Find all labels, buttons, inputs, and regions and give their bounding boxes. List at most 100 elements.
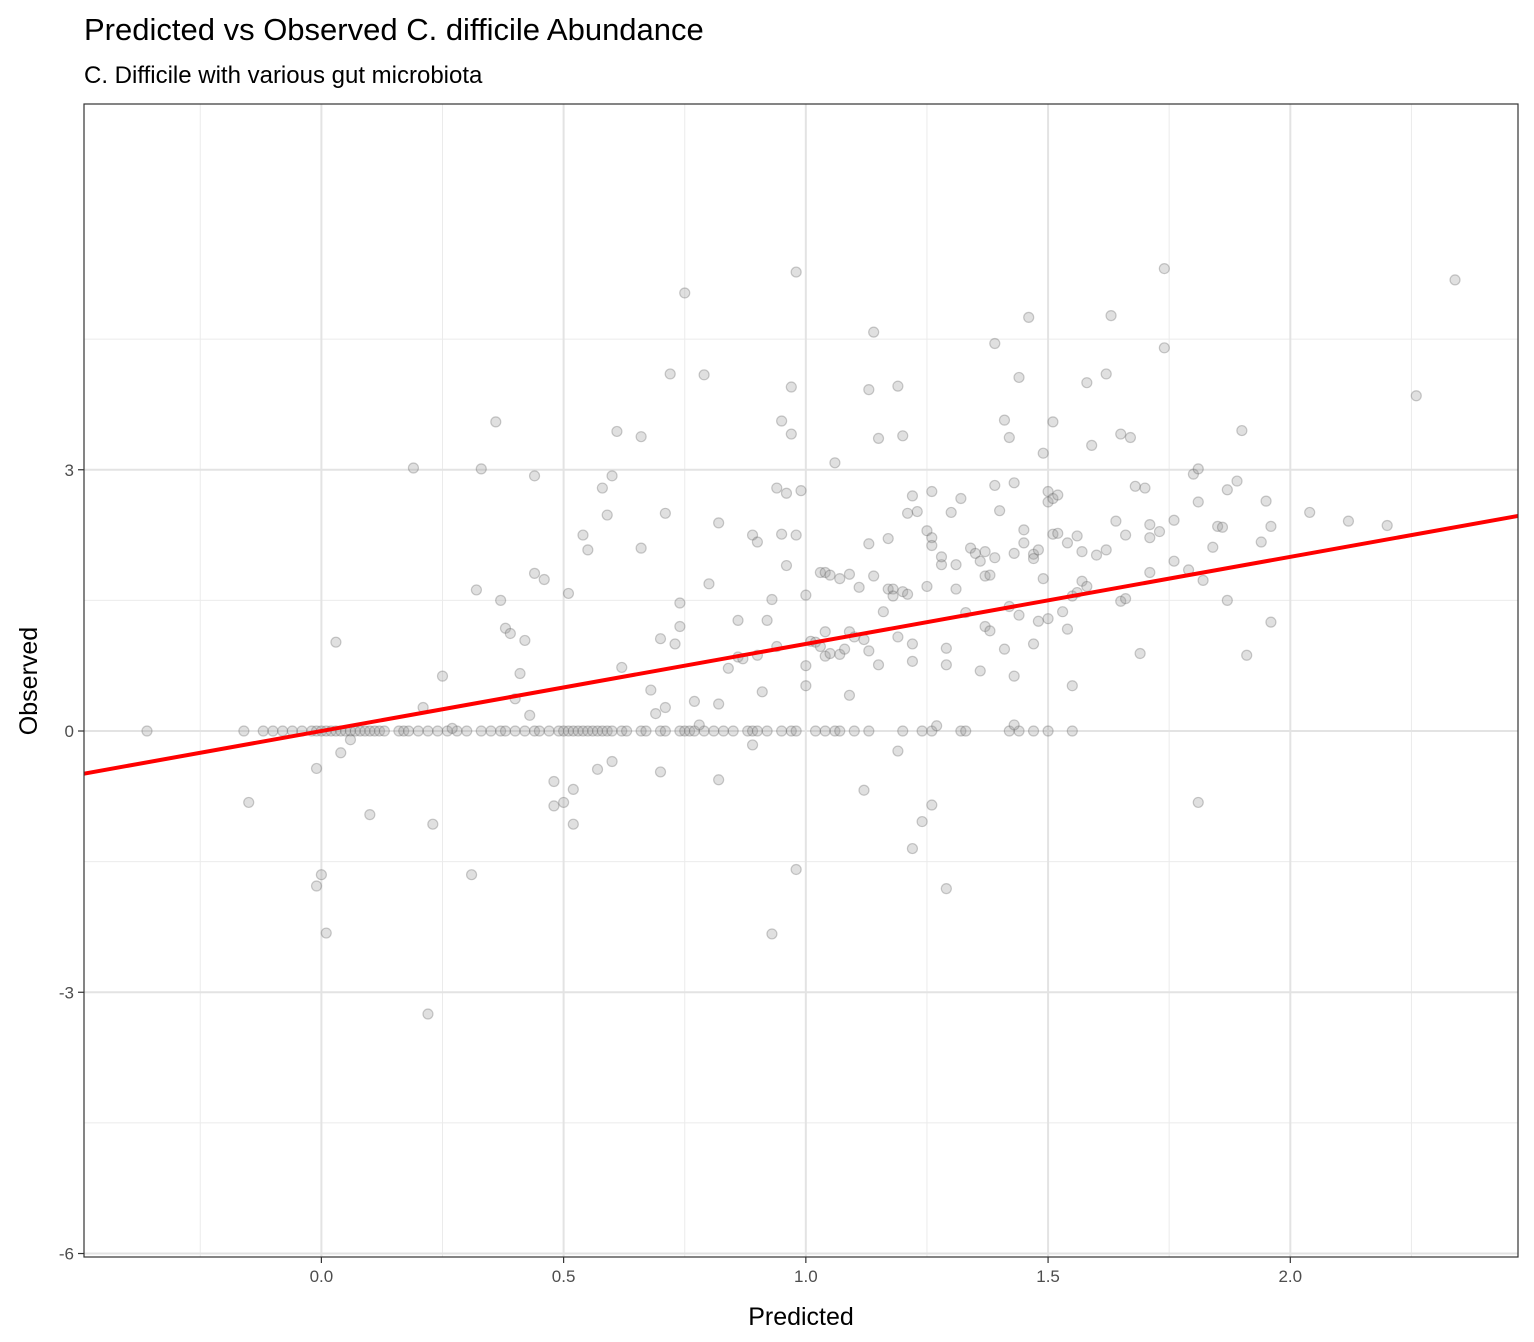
data-point <box>872 432 885 445</box>
data-point <box>257 725 269 737</box>
data-point <box>892 631 904 643</box>
data-point <box>994 505 1006 517</box>
data-point <box>897 430 909 442</box>
data-point <box>548 800 560 812</box>
data-point <box>1158 342 1170 354</box>
data-point <box>771 482 783 494</box>
data-point <box>654 766 667 778</box>
data-point <box>1192 496 1204 508</box>
data-point <box>645 684 657 696</box>
data-point <box>979 546 991 558</box>
data-point <box>766 928 778 940</box>
data-point <box>698 725 710 737</box>
data-point <box>693 719 705 731</box>
data-point <box>1124 431 1137 444</box>
data-point <box>1221 594 1233 606</box>
data-point <box>853 581 865 593</box>
data-point <box>955 492 967 505</box>
data-point <box>364 725 376 737</box>
x-tick-label: 0.5 <box>552 1267 576 1286</box>
data-point <box>582 725 594 737</box>
data-point <box>553 725 565 737</box>
data-point <box>979 620 991 633</box>
data-point <box>606 470 618 482</box>
fit-line <box>83 513 1519 776</box>
data-point <box>998 643 1011 655</box>
data-point <box>558 725 570 737</box>
data-point <box>1027 548 1040 560</box>
data-point <box>1018 537 1030 549</box>
data-point <box>926 485 938 498</box>
data-point <box>1100 544 1112 556</box>
data-point <box>814 566 826 579</box>
data-point <box>606 725 618 737</box>
data-point <box>834 725 846 737</box>
data-point <box>659 725 671 737</box>
data-point <box>1013 371 1025 384</box>
data-point <box>1032 544 1044 556</box>
data-point <box>533 725 545 737</box>
data-point <box>1003 431 1015 444</box>
data-point <box>601 725 613 737</box>
data-point <box>1255 536 1267 548</box>
data-points <box>141 262 1461 1020</box>
data-point <box>470 584 483 596</box>
data-point <box>1342 515 1355 527</box>
data-point <box>577 725 589 737</box>
data-point <box>1042 485 1054 498</box>
data-point <box>591 725 604 737</box>
data-point <box>1221 484 1233 496</box>
data-point <box>1047 492 1059 505</box>
data-point <box>688 725 701 737</box>
data-point <box>1037 573 1049 585</box>
data-point <box>916 815 928 828</box>
data-point <box>848 725 860 737</box>
data-point <box>906 655 919 667</box>
data-point <box>369 725 381 737</box>
data-point <box>998 414 1011 426</box>
data-point <box>1449 274 1461 286</box>
data-point <box>679 287 691 299</box>
data-point <box>1241 649 1253 661</box>
data-point <box>795 485 807 497</box>
data-point <box>572 725 584 737</box>
x-axis-title: Predicted <box>748 1303 854 1331</box>
data-point <box>887 590 899 602</box>
data-point <box>1216 521 1229 533</box>
x-tick-label: 1.5 <box>1036 1267 1060 1286</box>
data-point <box>587 725 599 737</box>
y-axis: -6 -3 0 3 <box>59 461 84 1264</box>
data-point <box>335 747 347 759</box>
data-point <box>485 725 497 737</box>
data-point <box>1047 528 1059 540</box>
y-tick-label: -3 <box>59 983 74 1002</box>
data-point <box>514 667 526 680</box>
data-point <box>495 594 507 606</box>
data-point <box>829 457 841 469</box>
data-point <box>1066 725 1078 737</box>
data-point <box>800 660 812 672</box>
data-point <box>940 642 952 654</box>
data-point <box>1037 447 1049 459</box>
data-point <box>785 428 797 440</box>
x-axis: 0.0 0.5 1.0 1.5 2.0 <box>310 1257 1302 1286</box>
data-point <box>635 725 647 737</box>
data-point <box>819 626 831 638</box>
data-point <box>422 725 434 737</box>
data-point <box>713 517 725 529</box>
data-point <box>640 725 652 737</box>
data-point <box>984 569 996 581</box>
data-point <box>1061 623 1074 635</box>
x-tick-label: 2.0 <box>1278 1267 1302 1286</box>
data-point <box>1100 368 1112 380</box>
data-point <box>606 755 618 768</box>
data-point <box>824 647 836 660</box>
data-point <box>989 479 1001 492</box>
data-point <box>717 725 730 737</box>
data-point <box>1134 647 1146 660</box>
data-point <box>868 570 880 582</box>
data-point <box>1027 552 1040 565</box>
data-point <box>834 573 846 585</box>
data-point <box>746 725 759 737</box>
data-point <box>519 634 531 647</box>
